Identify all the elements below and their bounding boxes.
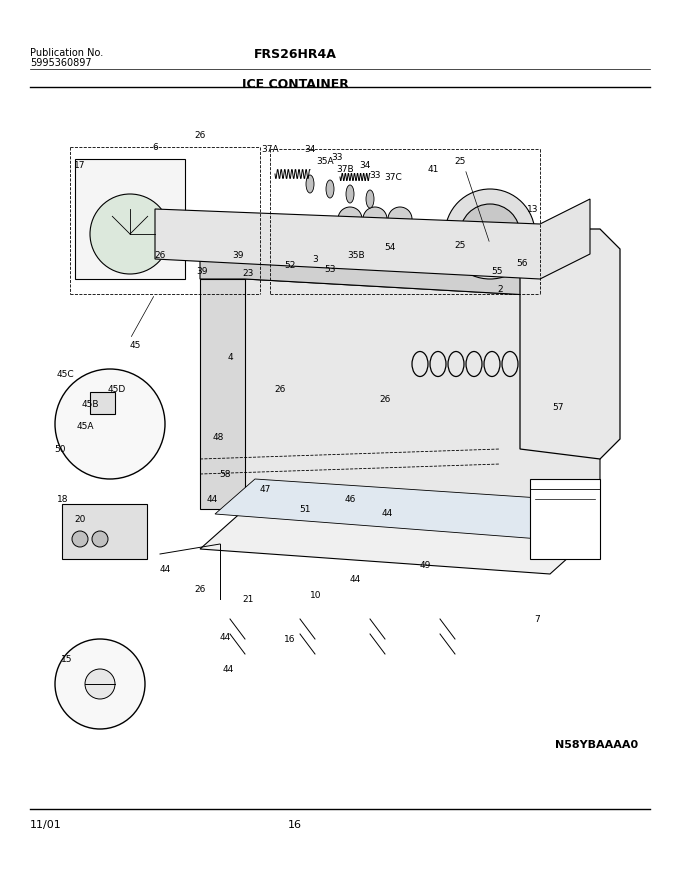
- Ellipse shape: [306, 176, 314, 194]
- Circle shape: [445, 189, 535, 280]
- Text: ICE CONTAINER: ICE CONTAINER: [241, 78, 348, 91]
- Bar: [90, 393, 115, 415]
- Polygon shape: [520, 229, 620, 460]
- Text: 46: 46: [344, 495, 356, 504]
- Text: 57: 57: [552, 403, 564, 412]
- Text: 35B: 35B: [347, 251, 364, 260]
- Text: 11/01: 11/01: [30, 819, 62, 829]
- Text: 54: 54: [384, 243, 396, 252]
- Text: 26: 26: [154, 250, 166, 259]
- Text: 49: 49: [420, 560, 430, 569]
- Text: 13: 13: [527, 205, 539, 215]
- Polygon shape: [245, 280, 600, 529]
- Text: 25: 25: [454, 240, 466, 249]
- Text: 45B: 45B: [81, 400, 99, 409]
- Text: 44: 44: [222, 665, 234, 673]
- Text: 53: 53: [324, 265, 336, 275]
- Text: 44: 44: [350, 574, 360, 584]
- Text: 35A: 35A: [316, 157, 334, 166]
- Text: 10: 10: [310, 590, 322, 599]
- Text: 26: 26: [379, 395, 391, 404]
- Circle shape: [388, 208, 412, 232]
- Text: Publication No.: Publication No.: [30, 48, 103, 58]
- Text: 33: 33: [331, 153, 343, 163]
- Polygon shape: [215, 480, 585, 540]
- Text: 17: 17: [74, 160, 86, 169]
- Polygon shape: [200, 240, 600, 300]
- Text: FRS26HR4A: FRS26HR4A: [254, 48, 337, 61]
- Text: 3: 3: [312, 255, 318, 264]
- Text: 44: 44: [220, 633, 231, 642]
- Text: 52: 52: [284, 260, 296, 269]
- Text: 45C: 45C: [56, 370, 74, 379]
- Text: 48: 48: [212, 433, 224, 442]
- Polygon shape: [155, 200, 590, 280]
- Text: 58: 58: [219, 470, 231, 479]
- Text: 37A: 37A: [261, 145, 279, 155]
- Text: 39: 39: [197, 267, 208, 276]
- Polygon shape: [200, 509, 600, 574]
- Text: 45D: 45D: [108, 385, 126, 394]
- Text: 6: 6: [152, 143, 158, 152]
- Text: 55: 55: [491, 267, 503, 276]
- Text: 39: 39: [233, 250, 243, 259]
- Circle shape: [55, 640, 145, 729]
- Bar: [530, 480, 600, 560]
- Text: 37C: 37C: [384, 173, 402, 182]
- Ellipse shape: [346, 186, 354, 203]
- Text: 50: 50: [54, 445, 66, 454]
- Polygon shape: [200, 280, 245, 509]
- Text: 5995360897: 5995360897: [30, 58, 92, 68]
- Circle shape: [85, 669, 115, 700]
- Text: 34: 34: [359, 160, 371, 169]
- Text: 26: 26: [194, 585, 205, 594]
- Circle shape: [72, 531, 88, 547]
- Circle shape: [90, 195, 170, 275]
- Text: 16: 16: [288, 819, 302, 829]
- Circle shape: [92, 531, 108, 547]
- Text: 33: 33: [369, 170, 381, 179]
- Circle shape: [460, 205, 520, 265]
- Text: 2: 2: [497, 285, 503, 295]
- Text: 18: 18: [57, 495, 69, 504]
- Text: 25: 25: [454, 157, 466, 166]
- Text: 4: 4: [227, 353, 233, 362]
- Text: 37B: 37B: [336, 165, 354, 175]
- Text: 44: 44: [381, 507, 392, 517]
- Text: 56: 56: [516, 258, 528, 267]
- Text: 45A: 45A: [76, 422, 94, 431]
- Ellipse shape: [366, 191, 374, 209]
- Text: 34: 34: [305, 145, 316, 155]
- Text: 41: 41: [427, 165, 439, 175]
- Text: 7: 7: [534, 614, 540, 624]
- Text: 20: 20: [74, 515, 86, 524]
- Text: 47: 47: [259, 485, 271, 494]
- Bar: [75, 160, 185, 280]
- Text: 44: 44: [206, 495, 218, 504]
- Text: 16: 16: [284, 634, 296, 644]
- Text: 51: 51: [299, 505, 311, 514]
- Circle shape: [363, 208, 387, 232]
- Text: N58YBAAAA0: N58YBAAAA0: [555, 740, 638, 749]
- Text: 26: 26: [194, 130, 205, 139]
- Text: 26: 26: [274, 385, 286, 394]
- Text: 23: 23: [242, 269, 254, 277]
- Ellipse shape: [326, 181, 334, 199]
- Text: 21: 21: [242, 594, 254, 604]
- Text: 45: 45: [129, 340, 141, 349]
- Text: 44: 44: [159, 565, 171, 574]
- Text: 15: 15: [61, 654, 73, 664]
- Circle shape: [338, 208, 362, 232]
- Bar: [62, 504, 147, 560]
- Circle shape: [55, 369, 165, 480]
